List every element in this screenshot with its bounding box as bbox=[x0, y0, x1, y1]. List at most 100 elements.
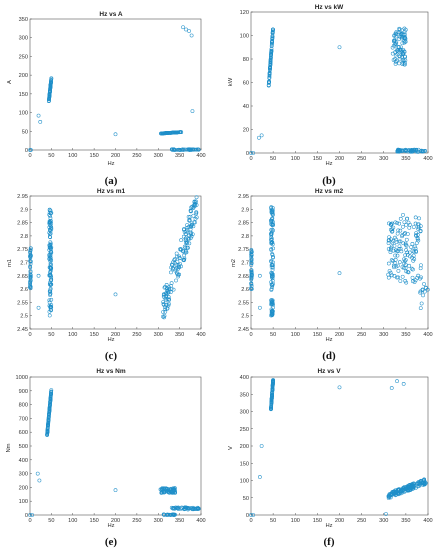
data-point bbox=[269, 241, 274, 246]
y-tick-label: 100 bbox=[240, 479, 249, 485]
data-point bbox=[269, 272, 274, 277]
data-point bbox=[269, 44, 274, 49]
data-point bbox=[270, 227, 275, 232]
data-point bbox=[162, 131, 167, 136]
data-point bbox=[194, 210, 199, 215]
y-tick-label: 250 bbox=[19, 54, 28, 60]
data-point bbox=[269, 240, 274, 244]
data-point bbox=[405, 216, 410, 221]
data-point bbox=[28, 270, 33, 274]
data-point bbox=[187, 241, 192, 246]
y-tick-label: 60 bbox=[243, 81, 249, 87]
data-point bbox=[389, 386, 394, 390]
x-tick-label: 150 bbox=[313, 156, 322, 162]
data-point bbox=[257, 273, 262, 278]
data-point bbox=[410, 279, 415, 284]
data-point bbox=[249, 281, 254, 286]
data-point bbox=[415, 236, 420, 240]
data-point bbox=[397, 260, 402, 265]
data-point bbox=[49, 277, 54, 282]
y-tick-label: 80 bbox=[243, 57, 249, 63]
data-point bbox=[397, 244, 402, 249]
data-point bbox=[47, 232, 52, 237]
data-point bbox=[163, 298, 168, 303]
data-point bbox=[49, 250, 54, 255]
data-point bbox=[393, 220, 398, 225]
data-point bbox=[173, 148, 178, 152]
data-point bbox=[48, 293, 52, 298]
data-point bbox=[398, 148, 403, 152]
data-point bbox=[47, 404, 52, 409]
y-tick-label: 2.9 bbox=[241, 207, 249, 213]
data-point bbox=[393, 248, 398, 253]
data-point bbox=[393, 493, 398, 498]
data-point bbox=[400, 60, 405, 65]
y-tick-label: 40 bbox=[243, 104, 249, 110]
data-point bbox=[164, 302, 169, 307]
data-point bbox=[392, 265, 396, 270]
data-point bbox=[410, 149, 415, 154]
data-point bbox=[414, 147, 419, 152]
y-tick-label: 700 bbox=[19, 416, 28, 422]
data-point bbox=[402, 61, 407, 65]
data-point bbox=[397, 30, 402, 35]
data-point bbox=[47, 300, 52, 305]
data-point bbox=[421, 481, 425, 485]
data-point bbox=[161, 300, 166, 304]
data-point bbox=[418, 478, 423, 483]
data-point bbox=[259, 133, 264, 138]
data-point bbox=[189, 148, 194, 152]
data-point bbox=[185, 506, 190, 510]
data-point bbox=[406, 220, 411, 225]
data-point bbox=[48, 231, 53, 236]
data-point bbox=[167, 301, 171, 306]
data-point bbox=[269, 247, 274, 251]
data-point bbox=[403, 231, 407, 235]
panel-d: Hz vs m2 m2 Hz (d) 0 50 100 150 200 250 300 350… bbox=[231, 188, 433, 362]
data-point bbox=[269, 398, 274, 403]
plot-area bbox=[250, 376, 429, 516]
data-point bbox=[396, 488, 401, 493]
data-point bbox=[187, 148, 192, 152]
data-point bbox=[267, 79, 271, 84]
data-point bbox=[28, 246, 33, 251]
data-point bbox=[269, 259, 273, 264]
y-tick-label: 2.95 bbox=[17, 194, 28, 200]
x-tick-label: 250 bbox=[132, 153, 141, 159]
data-point bbox=[47, 234, 52, 239]
data-point bbox=[404, 243, 409, 248]
data-point bbox=[169, 505, 174, 510]
data-point bbox=[28, 265, 33, 270]
data-point bbox=[28, 248, 33, 253]
data-point bbox=[269, 47, 274, 51]
x-axis-label: Hz bbox=[107, 523, 114, 529]
y-tick-label: 2.6 bbox=[20, 287, 28, 293]
data-point bbox=[398, 228, 403, 233]
x-tick-label: 100 bbox=[68, 153, 77, 159]
x-tick-label: 400 bbox=[423, 518, 432, 524]
data-point bbox=[411, 258, 416, 263]
data-point bbox=[390, 227, 395, 232]
data-point bbox=[49, 227, 54, 232]
data-point bbox=[402, 257, 406, 262]
data-point bbox=[28, 272, 33, 277]
data-point bbox=[164, 294, 169, 299]
data-point bbox=[270, 220, 275, 224]
data-point bbox=[171, 512, 175, 517]
x-tick-label: 350 bbox=[401, 518, 410, 524]
data-point bbox=[399, 35, 404, 40]
data-point bbox=[186, 506, 190, 511]
x-axis-label: Hz bbox=[325, 337, 332, 343]
data-point bbox=[418, 482, 422, 487]
data-point bbox=[270, 240, 275, 245]
data-point bbox=[166, 487, 171, 491]
x-tick-label: 400 bbox=[196, 153, 205, 159]
data-point bbox=[395, 379, 399, 384]
data-point bbox=[189, 230, 193, 235]
data-point bbox=[170, 487, 175, 492]
data-point bbox=[249, 250, 254, 254]
x-tick-label: 0 bbox=[249, 518, 252, 524]
data-point bbox=[194, 215, 199, 220]
data-point bbox=[396, 275, 400, 280]
data-point bbox=[173, 268, 178, 273]
